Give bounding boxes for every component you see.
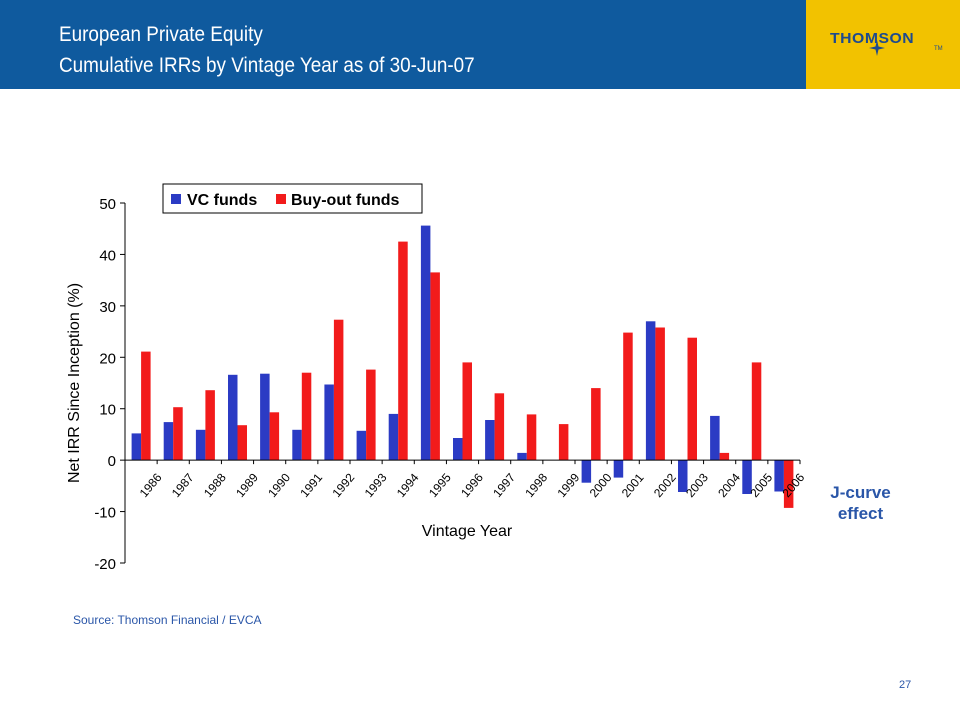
bar-vc-1986 [131, 433, 142, 461]
legend-box [162, 183, 423, 214]
bar-buyout-1996 [462, 362, 472, 461]
bar-vc-2004 [710, 415, 720, 461]
x-tick-label-1987: 1987 [169, 470, 197, 500]
y-tick-label: 10 [99, 402, 116, 419]
page-number: 27 [899, 679, 912, 691]
x-tick-label-1989: 1989 [233, 470, 261, 500]
trademark-mark: TM [934, 46, 943, 52]
bar-buyout-1991 [301, 372, 312, 461]
annotation-line-1: J-curve [830, 483, 891, 502]
bar-vc-2001 [613, 460, 624, 478]
x-tick-label-1991: 1991 [297, 470, 325, 500]
x-tick-label-1997: 1997 [490, 470, 518, 500]
y-tick-label: -20 [94, 556, 116, 573]
x-tick-label-2002: 2002 [651, 470, 679, 500]
bar-vc-1987 [163, 422, 174, 461]
bar-vc-1997 [485, 420, 495, 461]
bar-vc-1998 [517, 452, 527, 461]
slide-title: European Private Equity [59, 23, 263, 46]
x-tick-label-1996: 1996 [458, 470, 486, 500]
annotation-line-2: effect [837, 504, 884, 523]
star-icon [869, 40, 885, 56]
bar-vc-1991 [292, 429, 302, 461]
x-tick-label-2004: 2004 [715, 470, 743, 500]
x-tick-label-1986: 1986 [137, 470, 165, 500]
bar-vc-1994 [388, 413, 399, 461]
bar-vc-1990 [260, 373, 270, 461]
bar-vc-1996 [453, 438, 463, 461]
bar-buyout-1992 [333, 319, 344, 461]
bar-vc-2006 [774, 460, 784, 492]
bar-buyout-2005 [751, 362, 762, 461]
bar-buyout-2000 [591, 388, 601, 461]
bar-vc-2002 [645, 321, 656, 461]
legend-label-vc: VC funds [187, 192, 257, 209]
y-tick-label: 30 [99, 299, 116, 316]
bar-buyout-1994 [398, 241, 408, 461]
bar-vc-2000 [581, 460, 592, 483]
bar-vc-1989 [228, 374, 238, 461]
legend-label-buyout: Buy-out funds [291, 192, 400, 209]
x-tick-label-1992: 1992 [329, 470, 357, 500]
bar-buyout-1989 [237, 425, 247, 461]
y-tick-label: 20 [99, 350, 116, 367]
x-tick-label-1995: 1995 [426, 470, 454, 500]
bar-buyout-1988 [205, 390, 215, 461]
x-tick-label-1988: 1988 [201, 470, 229, 500]
bar-buyout-1997 [494, 393, 505, 461]
legend: VC funds Buy-out funds [162, 183, 423, 214]
bar-vc-1993 [356, 430, 367, 461]
bar-buyout-2001 [623, 332, 633, 461]
x-tick-label-1993: 1993 [362, 470, 390, 500]
x-tick-label-1990: 1990 [265, 470, 293, 500]
slide-subtitle: Cumulative IRRs by Vintage Year as of 30… [59, 54, 475, 77]
y-tick-label: 40 [99, 247, 116, 264]
bar-buyout-2003 [687, 337, 697, 461]
bar-vc-2005 [742, 460, 752, 494]
bars-layer [131, 225, 794, 508]
bar-buyout-1993 [366, 369, 376, 461]
bar-vc-2003 [678, 460, 688, 492]
x-tick-label-1994: 1994 [394, 470, 422, 500]
j-curve-annotation: J-curve effect [808, 482, 913, 524]
bar-buyout-1995 [430, 272, 440, 461]
bar-vc-1992 [324, 384, 334, 461]
y-tick-label: -10 [94, 505, 116, 522]
bar-buyout-1999 [558, 424, 569, 461]
bar-buyout-1986 [141, 351, 151, 461]
x-tick-label-1998: 1998 [522, 470, 550, 500]
thomson-logo: THOMSON TM [806, 0, 960, 89]
bar-vc-1995 [420, 225, 431, 461]
bar-buyout-1987 [173, 407, 183, 461]
bar-buyout-1998 [526, 414, 537, 461]
bar-buyout-1990 [269, 412, 280, 461]
legend-swatch-buyout [276, 194, 286, 204]
y-axis-label: Net IRR Since Inception (%) [66, 283, 83, 483]
legend-swatch-vc [171, 194, 181, 204]
header-banner: European Private Equity Cumulative IRRs … [0, 0, 806, 89]
y-tick-label: 0 [108, 453, 116, 470]
logo-wordmark: THOMSON [830, 30, 915, 47]
source-note: Source: Thomson Financial / EVCA [73, 613, 262, 627]
bar-buyout-2002 [655, 327, 665, 461]
x-axis-label: Vintage Year [422, 523, 513, 540]
bar-vc-1988 [195, 429, 206, 461]
bar-buyout-2004 [719, 452, 730, 461]
x-tick-label-1999: 1999 [554, 470, 582, 500]
y-tick-label: 50 [99, 196, 116, 213]
bar-buyout-2006 [783, 460, 794, 508]
